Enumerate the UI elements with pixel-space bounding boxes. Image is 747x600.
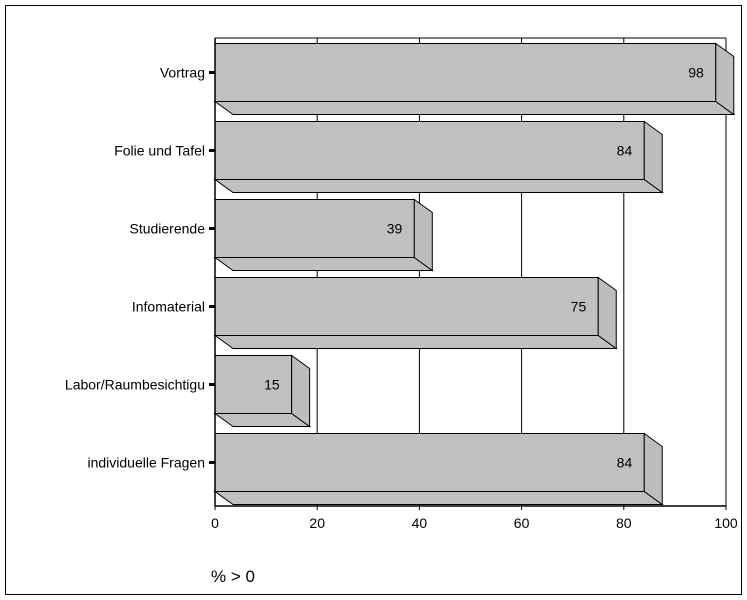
bar-2: 39 xyxy=(213,198,434,272)
bar-4: 15 xyxy=(213,354,312,428)
bar-end-face xyxy=(291,354,311,428)
category-label: Labor/Raumbesichtigu xyxy=(65,377,205,393)
x-tick-label: 100 xyxy=(714,515,738,531)
bar-front-face xyxy=(214,43,717,102)
bar-0: 98 xyxy=(213,42,736,116)
category-label: individuelle Fragen xyxy=(87,455,205,471)
data-label: 84 xyxy=(617,143,633,159)
bar-1: 84 xyxy=(213,120,664,194)
data-label: 98 xyxy=(688,65,704,81)
category-label: Infomaterial xyxy=(132,299,205,315)
bar-5: 84 xyxy=(213,432,664,506)
category-label: Folie und Tafel xyxy=(114,143,205,159)
bar-3: 75 xyxy=(213,276,618,350)
bar-bottom-face xyxy=(213,335,618,349)
bar-front-face xyxy=(214,199,415,258)
bars: 98 84 39 75 15 84 xyxy=(213,42,736,506)
x-tick-label: 20 xyxy=(309,515,325,531)
bar-front-face xyxy=(214,433,645,492)
bar-bottom-face xyxy=(213,491,664,505)
bar-front-face xyxy=(214,121,645,180)
x-axis-label: % > 0 xyxy=(211,567,255,586)
x-tick-label: 60 xyxy=(514,515,530,531)
x-tick-label: 80 xyxy=(616,515,632,531)
bar-front-face xyxy=(214,355,293,414)
data-label: 84 xyxy=(617,455,633,471)
data-label: 15 xyxy=(264,377,280,393)
category-label: Vortrag xyxy=(160,65,205,81)
bar-end-face xyxy=(643,120,663,194)
bar-end-face xyxy=(715,42,735,116)
bar-front-face xyxy=(214,277,599,336)
category-label: Studierende xyxy=(129,221,205,237)
bar-end-face xyxy=(643,432,663,506)
bar-bottom-face xyxy=(213,101,736,115)
data-label: 75 xyxy=(571,299,587,315)
bar-bottom-face xyxy=(213,179,664,193)
bar-end-face xyxy=(597,276,617,350)
data-label: 39 xyxy=(387,221,403,237)
bar-bottom-face xyxy=(213,257,434,271)
x-tick-label: 40 xyxy=(412,515,428,531)
axes: Vortrag Folie und Tafel Studierende Infomat… xyxy=(65,38,738,531)
x-tick-label: 0 xyxy=(211,515,219,531)
bar-end-face xyxy=(413,198,433,272)
